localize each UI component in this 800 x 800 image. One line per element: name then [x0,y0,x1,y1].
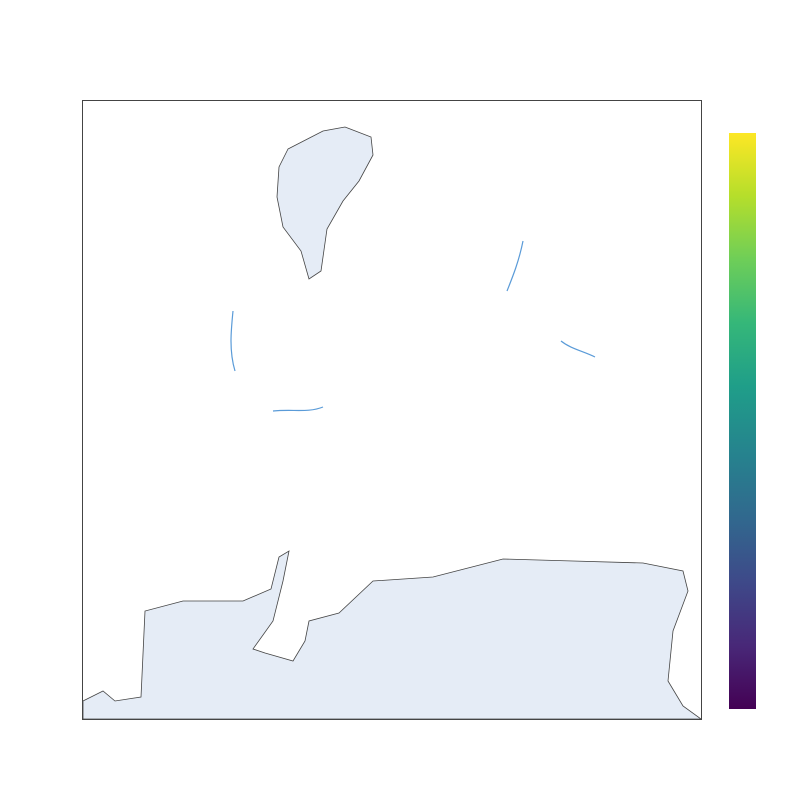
yangtze-river [560,340,596,358]
greenland[interactable] [276,126,374,280]
antarctica[interactable] [83,550,701,719]
caspian-sea [485,309,501,345]
amazon-river [272,406,324,412]
colorbar [729,133,756,709]
ob-river [506,240,524,292]
great-lakes [235,315,265,329]
map-svg[interactable] [83,101,701,719]
hudson-lakes [187,253,199,265]
mississippi-river [230,310,236,372]
map-plot-area[interactable] [82,100,702,720]
